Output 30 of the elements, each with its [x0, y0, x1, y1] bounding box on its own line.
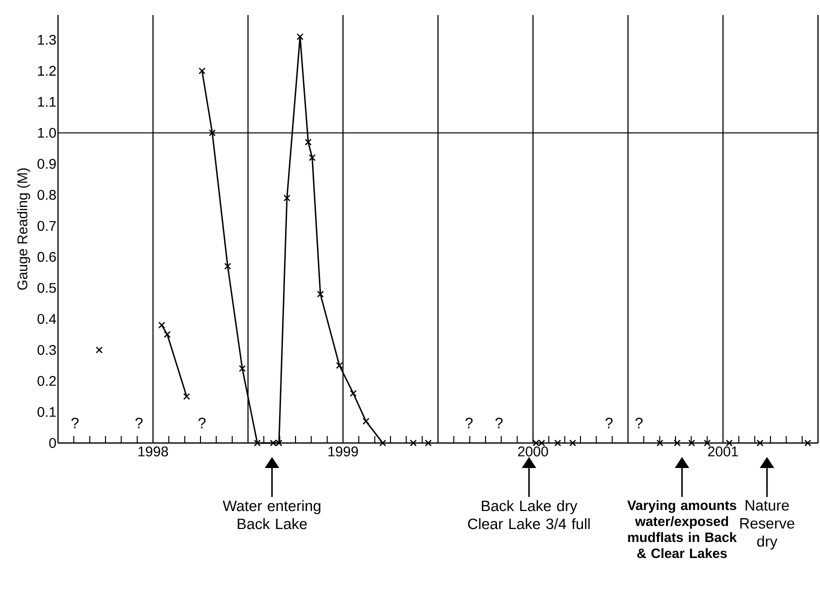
annotation: ?: [605, 418, 613, 428]
y-tick-label: 0.8: [38, 190, 56, 200]
text: Varying amounts water/exposed mudflats in Back & Clear Lakes: [627, 500, 737, 558]
y-tick-label: 0.7: [38, 220, 56, 231]
y-tick-label: 0.1: [38, 407, 56, 417]
y-tick-label: 0.4: [38, 314, 56, 324]
y-tick-label: 0.5: [38, 282, 56, 293]
y-tick-label: 1.3: [38, 34, 56, 45]
y-tick-label: 1.2: [38, 66, 56, 76]
y-tick-label: 0.3: [38, 344, 56, 355]
text: Water entering Back Lake: [222, 500, 320, 530]
y-tick-label: 1.1: [38, 97, 56, 107]
x-tick-label: 1999: [328, 446, 358, 456]
x-tick-label: 2001: [708, 446, 738, 456]
annotation: ?: [635, 418, 643, 428]
y-tick-label: 0: [49, 438, 56, 448]
annotation: ?: [465, 418, 473, 428]
y-tick-label: 0.9: [38, 158, 56, 169]
y-tick-label: 1.0: [38, 128, 56, 138]
annotation: ?: [135, 418, 143, 428]
text: Nature Reserve dry: [740, 500, 794, 550]
x-tick-label: 2000: [518, 446, 548, 456]
annotation: ?: [495, 418, 503, 428]
annotation: ?: [71, 418, 79, 428]
y-tick-label: 0.2: [38, 376, 56, 386]
y-tick-label: 0.6: [38, 252, 56, 262]
annotation: ?: [198, 418, 206, 428]
text: Back Lake dry Clear Lake 3/4 full: [468, 500, 590, 530]
y-axis-title: Gauge Reading (M): [17, 168, 30, 290]
x-tick-label: 1998: [138, 446, 168, 456]
